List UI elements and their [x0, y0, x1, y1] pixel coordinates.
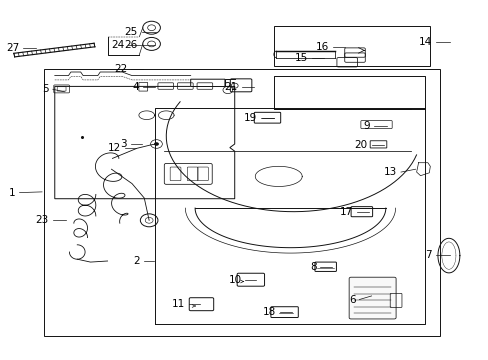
Text: 7: 7 — [424, 250, 431, 260]
Text: 22: 22 — [114, 64, 127, 74]
Text: 14: 14 — [418, 37, 431, 48]
Text: 5: 5 — [42, 84, 49, 94]
Text: 16: 16 — [315, 42, 328, 52]
Text: 17: 17 — [339, 207, 352, 217]
Text: 26: 26 — [124, 40, 138, 50]
Text: 21: 21 — [224, 82, 237, 92]
Text: 1: 1 — [9, 188, 16, 198]
Text: 8: 8 — [309, 262, 316, 272]
Text: 2: 2 — [133, 256, 140, 266]
Text: 3: 3 — [120, 139, 127, 149]
Text: 20: 20 — [354, 140, 367, 150]
Circle shape — [154, 142, 159, 146]
FancyBboxPatch shape — [348, 277, 395, 319]
Bar — [44, 69, 439, 336]
Text: 9: 9 — [362, 121, 369, 131]
Text: 23: 23 — [36, 215, 49, 225]
Bar — [273, 26, 429, 66]
Text: 25: 25 — [124, 27, 138, 37]
Text: 13: 13 — [383, 167, 396, 177]
Text: 15: 15 — [294, 53, 307, 63]
Text: 6: 6 — [348, 294, 355, 305]
Text: 27: 27 — [6, 43, 20, 53]
Text: 12: 12 — [107, 143, 121, 153]
Text: 19: 19 — [244, 113, 257, 123]
Text: 10: 10 — [228, 275, 241, 285]
Text: 11: 11 — [171, 299, 184, 309]
Text: 24: 24 — [111, 40, 124, 50]
Text: 18: 18 — [262, 307, 275, 317]
Text: 4: 4 — [132, 82, 139, 92]
